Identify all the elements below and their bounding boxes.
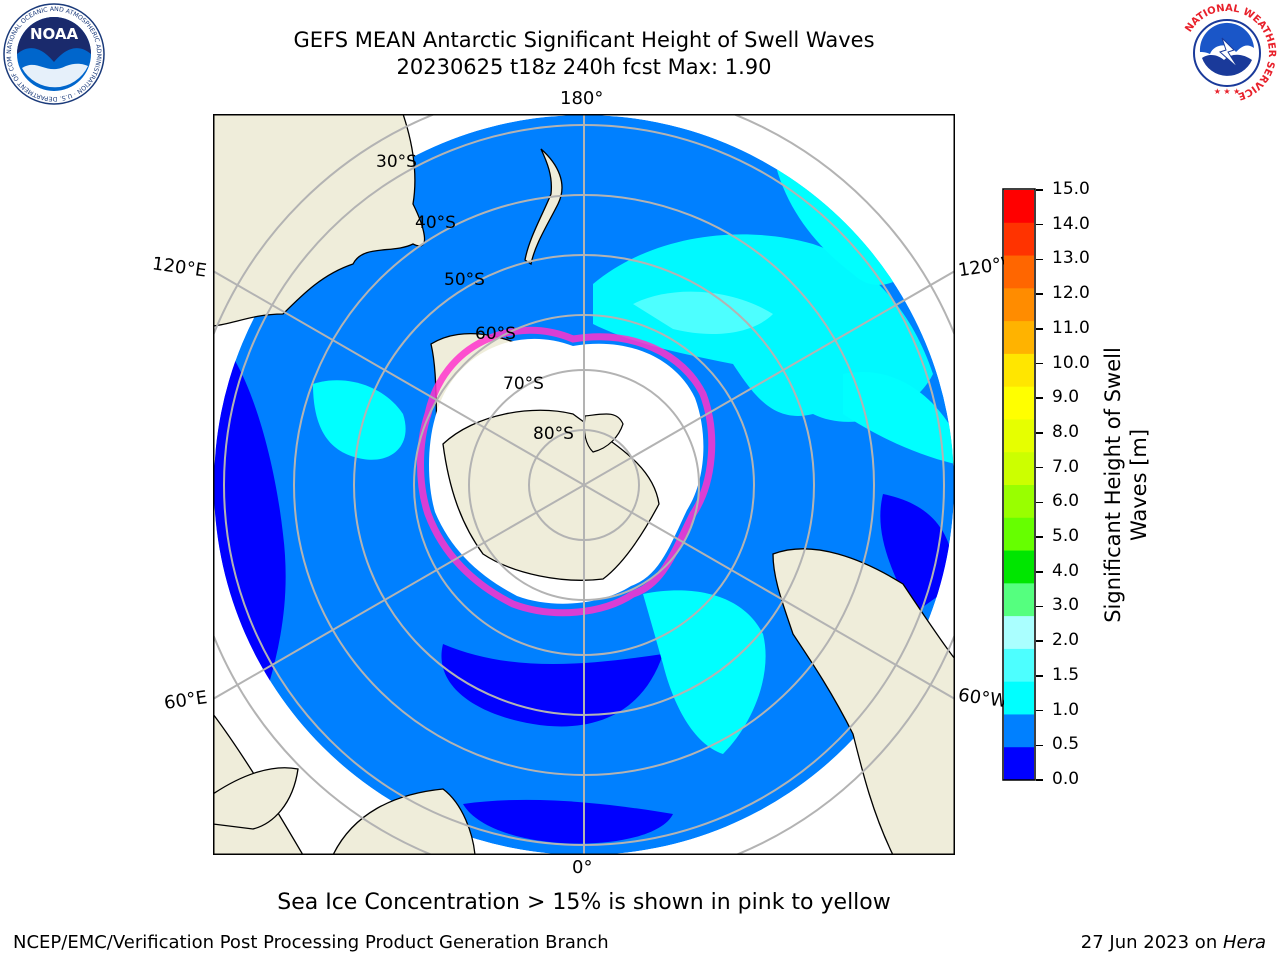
colorbar-tick-label: 1.5 [1052,664,1080,685]
footer-credit: NCEP/EMC/Verification Post Processing Pr… [13,932,609,953]
colorbar-tick-mark [1036,501,1043,504]
colorbar-band [1004,222,1034,257]
footer-date-text: 27 Jun 2023 on [1080,932,1223,953]
colorbar-frame [1002,188,1036,781]
australia-land [214,115,426,327]
colorbar-tick-mark [1036,432,1043,434]
colorbar-tick-mark [1036,362,1043,365]
lat-label-60s: 60°S [475,324,516,344]
sea-ice-shelf [417,326,716,617]
noaa-logo: NATIONAL OCEANIC AND ATMOSPHERIC ADMINIS… [2,2,105,105]
colorbar-tick-label: 9.0 [1052,387,1080,408]
map-panel [213,114,955,855]
lat-label-30s: 30°S [376,152,417,172]
colorbar-tick-label: 13.0 [1052,248,1090,269]
colorbar-band [1004,550,1034,584]
south-america-land [772,548,954,854]
colorbar-band [1004,616,1034,650]
colorbar-tick-mark [1036,258,1043,261]
colorbar-tick-mark [1036,223,1043,226]
colorbar-tick-label: 8.0 [1052,421,1080,442]
nws-logo: NATIONAL WEATHER SERVICE ★ ★ ★ [1178,3,1277,102]
lat-label-50s: 50°S [444,270,485,290]
colorbar-band [1004,583,1034,617]
lat-label-80s: 80°S [533,424,574,444]
new-zealand-land [524,148,563,266]
lon-label-60e: 60°E [162,687,209,714]
lat-label-40s: 40°S [415,213,456,233]
colorbar-band [1004,255,1034,289]
sea-ice-note: Sea Ice Concentration > 15% is shown in … [277,890,891,915]
lon-label-120e: 120°E [150,253,208,282]
colorbar-band [1004,452,1034,486]
colorbar-band [1004,288,1034,322]
colorbar-band [1004,714,1034,748]
map-frame [213,114,955,855]
colorbar-tick-label: 3.0 [1052,595,1080,616]
footer-host: Hera [1222,932,1266,953]
lon-label-180: 180° [560,88,604,109]
colorbar-tick-mark [1036,189,1043,191]
swell-peak-pacific [633,291,773,334]
colorbar-band [1004,386,1034,420]
colorbar [1002,188,1036,781]
swell-high-east [843,372,954,464]
colorbar-tick-label: 5.0 [1052,526,1080,547]
colorbar-tick-label: 4.0 [1052,560,1080,581]
colorbar-band [1004,321,1034,355]
colorbar-band [1004,485,1034,519]
colorbar-tick-mark [1036,744,1043,747]
colorbar-tick-label: 7.0 [1052,456,1080,477]
colorbar-band [1004,681,1034,715]
colorbar-tick-mark [1036,328,1043,330]
colorbar-tick-label: 6.0 [1052,491,1080,512]
swell-low-south [441,644,663,727]
colorbar-tick-label: 11.0 [1052,317,1090,338]
colorbar-band [1004,190,1034,224]
colorbar-tick-mark [1036,709,1043,712]
colorbar-band [1004,648,1034,683]
lat-label-70s: 70°S [503,374,544,394]
colorbar-tick-label: 14.0 [1052,213,1090,234]
colorbar-tick-mark [1036,397,1043,399]
map-graticule [214,115,954,854]
colorbar-title-line1: Significant Height of Swell [1101,347,1125,623]
colorbar-tick-mark [1036,605,1043,608]
colorbar-tick-mark [1036,779,1043,781]
colorbar-tick-mark [1036,675,1043,677]
colorbar-tick-mark [1036,536,1043,538]
lon-label-0: 0° [572,857,593,878]
colorbar-tick-mark [1036,293,1043,295]
africa-land-south [332,788,476,854]
colorbar-tick-label: 10.0 [1052,352,1090,373]
svg-text:★ ★ ★: ★ ★ ★ [1214,87,1241,96]
colorbar-tick-label: 12.0 [1052,283,1090,304]
colorbar-tick-label: 1.0 [1052,699,1080,720]
colorbar-tick-label: 0.0 [1052,769,1080,789]
chart-title: GEFS MEAN Antarctic Significant Height o… [293,28,875,52]
noaa-logo-text: NOAA [30,25,79,43]
colorbar-tick-label: 15.0 [1052,179,1090,199]
colorbar-tick-mark [1036,571,1043,573]
swell-low-bottom [463,799,673,844]
sea-ice-edge [417,326,716,617]
colorbar-tick-mark [1036,466,1043,469]
swell-high-indian [313,380,406,460]
colorbar-band [1004,419,1034,453]
colorbar-band [1004,517,1034,552]
chart-subtitle-forecast: 20230625 t18z 240h fcst Max: 1.90 [396,55,772,79]
colorbar-title: Significant Height of Swell Waves [m] [1101,347,1151,623]
colorbar-band [1004,747,1034,781]
colorbar-tick-mark [1036,640,1043,642]
swell-high-atlantic [643,590,766,754]
footer-date: 27 Jun 2023 on Hera [1081,932,1266,953]
colorbar-tick-label: 0.5 [1052,734,1080,755]
colorbar-band [1004,353,1034,388]
colorbar-bands [1004,190,1034,781]
colorbar-tick-label: 2.0 [1052,630,1080,651]
madagascar-land [214,767,299,830]
colorbar-title-line2: Waves [m] [1127,429,1151,541]
